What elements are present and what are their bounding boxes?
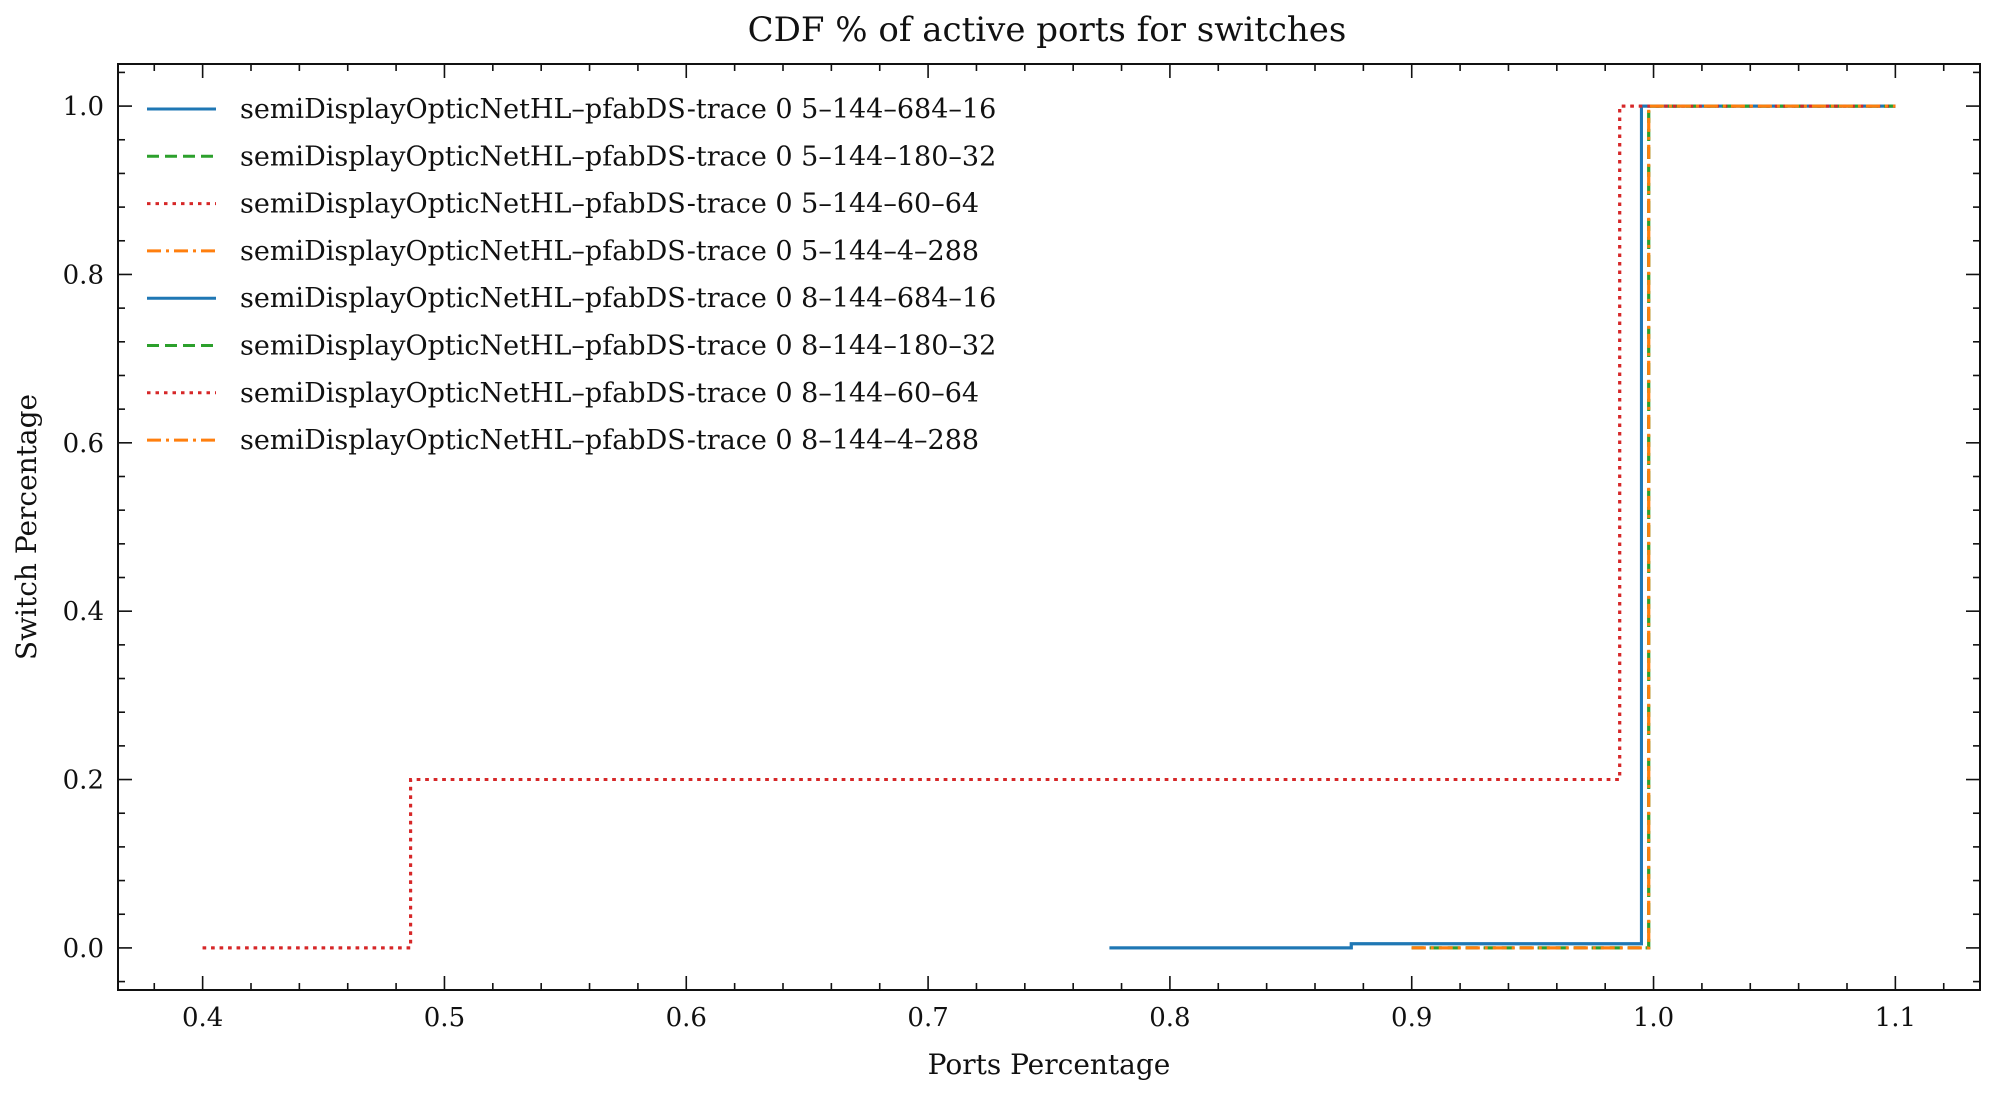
series-line-5	[1109, 104, 1896, 950]
x-tick-label-6: 1.0	[1633, 1003, 1674, 1033]
y-axis-label: Switch Percentage	[10, 394, 43, 660]
legend-label-5: semiDisplayOpticNetHL–pfabDS-trace 0 8–1…	[240, 283, 996, 314]
y-tick-label-0: 0.0	[63, 934, 104, 964]
series-line-6	[1411, 104, 1896, 950]
x-tick-label-2: 0.6	[666, 1003, 707, 1033]
x-tick-label-7: 1.1	[1875, 1003, 1916, 1033]
y-tick-label-4: 0.8	[63, 260, 104, 290]
legend: semiDisplayOpticNetHL–pfabDS-trace 0 5–1…	[147, 94, 996, 456]
y-tick-label-3: 0.6	[63, 429, 104, 459]
x-tick-label-5: 0.9	[1391, 1003, 1432, 1033]
series-line-7	[202, 104, 1896, 950]
y-tick-labels: 0.0 0.2 0.4 0.6 0.8 1.0	[63, 92, 104, 964]
series-line-8	[1411, 104, 1896, 950]
x-tick-label-4: 0.8	[1149, 1003, 1190, 1033]
legend-label-3: semiDisplayOpticNetHL–pfabDS-trace 0 5–1…	[240, 189, 979, 220]
legend-label-1: semiDisplayOpticNetHL–pfabDS-trace 0 5–1…	[240, 94, 996, 125]
legend-label-2: semiDisplayOpticNetHL–pfabDS-trace 0 5–1…	[240, 141, 996, 172]
legend-label-6: semiDisplayOpticNetHL–pfabDS-trace 0 8–1…	[240, 331, 996, 362]
x-tick-label-0: 0.4	[182, 1003, 223, 1033]
series-line-4	[1411, 104, 1896, 950]
y-tick-label-2: 0.4	[63, 597, 104, 627]
plot-frame	[117, 63, 1981, 991]
chart-title: CDF % of active ports for switches	[748, 10, 1347, 50]
legend-label-4: semiDisplayOpticNetHL–pfabDS-trace 0 5–1…	[240, 236, 979, 267]
x-axis-label: Ports Percentage	[928, 1048, 1171, 1081]
x-tick-labels: 0.4 0.5 0.6 0.7 0.8 0.9 1.0 1.1	[182, 1003, 1916, 1033]
x-tick-label-1: 0.5	[424, 1003, 465, 1033]
legend-label-8: semiDisplayOpticNetHL–pfabDS-trace 0 8–1…	[240, 425, 979, 456]
series-line-2	[1411, 104, 1896, 950]
series-line-1	[1109, 104, 1896, 950]
plot-area	[202, 104, 1896, 950]
axis-ticks	[118, 64, 1980, 990]
y-tick-label-1: 0.2	[63, 766, 104, 796]
legend-label-7: semiDisplayOpticNetHL–pfabDS-trace 0 8–1…	[240, 378, 979, 409]
y-tick-label-5: 1.0	[63, 92, 104, 122]
x-tick-label-3: 0.7	[907, 1003, 948, 1033]
